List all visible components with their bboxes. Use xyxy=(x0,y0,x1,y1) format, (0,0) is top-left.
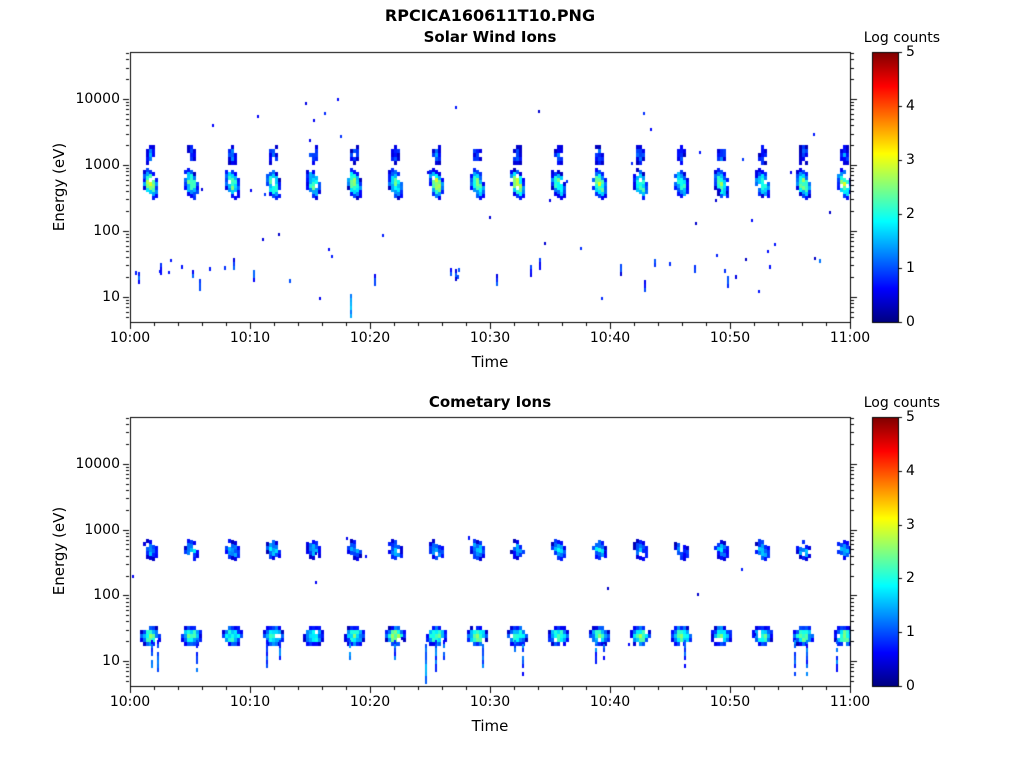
panel1-colorbar-tick-label: 5 xyxy=(906,44,915,60)
panel2-colorbar-label: Log counts xyxy=(863,395,940,411)
panel2-x-axis-label: Time xyxy=(471,717,509,735)
panel1-colorbar-tick-label: 4 xyxy=(906,98,915,114)
panel1-x-tick-label: 10:20 xyxy=(349,330,391,346)
panel2-x-tick-label: 10:50 xyxy=(709,694,751,710)
panel2-title: Cometary Ions xyxy=(428,393,552,411)
panel1-x-axis-label: Time xyxy=(471,353,509,371)
panel1-colorbar-label: Log counts xyxy=(863,30,940,46)
panel1-x-tick-label: 10:40 xyxy=(589,330,631,346)
panel1-x-tick-label: 10:00 xyxy=(109,330,151,346)
panel1-title: Solar Wind Ions xyxy=(423,28,557,46)
panel1-y-tick-label: 10 xyxy=(102,289,120,305)
figure-title: RPCICA160611T10.PNG xyxy=(384,6,596,25)
panel2-y-tick-label: 10000 xyxy=(75,456,120,472)
panel2-x-tick-label: 10:20 xyxy=(349,694,391,710)
panel2-x-tick-label: 10:40 xyxy=(589,694,631,710)
panel1-y-tick-label: 10000 xyxy=(75,91,120,107)
panel1-colorbar-tick-label: 2 xyxy=(906,206,915,222)
panel1-y-tick-label: 100 xyxy=(93,223,120,239)
panel1-colorbar-tick-label: 3 xyxy=(906,152,915,168)
panel1-colorbar-tick-label: 1 xyxy=(906,260,915,276)
panel2-x-tick-label: 10:00 xyxy=(109,694,151,710)
panel2-y-tick-label: 1000 xyxy=(84,522,120,538)
panel2-colorbar-tick-label: 0 xyxy=(906,678,915,694)
panel1-colorbar-tick-label: 0 xyxy=(906,314,915,330)
panel1-x-tick-label: 10:10 xyxy=(229,330,271,346)
panel2-colorbar-tick-label: 1 xyxy=(906,624,915,640)
panel2-x-tick-label: 11:00 xyxy=(829,694,871,710)
panel1-x-tick-label: 10:50 xyxy=(709,330,751,346)
panel2-x-tick-label: 10:10 xyxy=(229,694,271,710)
panel1-y-tick-label: 1000 xyxy=(84,157,120,173)
panel2-y-tick-label: 100 xyxy=(93,587,120,603)
panel2-colorbar-tick-label: 3 xyxy=(906,517,915,533)
panel1-x-tick-label: 10:30 xyxy=(469,330,511,346)
panel1-x-tick-label: 11:00 xyxy=(829,330,871,346)
panel2-colorbar-tick-label: 4 xyxy=(906,463,915,479)
panel2-colorbar-tick-label: 2 xyxy=(906,570,915,586)
panel2-y-tick-label: 10 xyxy=(102,653,120,669)
panel2-colorbar-tick-label: 5 xyxy=(906,409,915,425)
panel2-x-tick-label: 10:30 xyxy=(469,694,511,710)
